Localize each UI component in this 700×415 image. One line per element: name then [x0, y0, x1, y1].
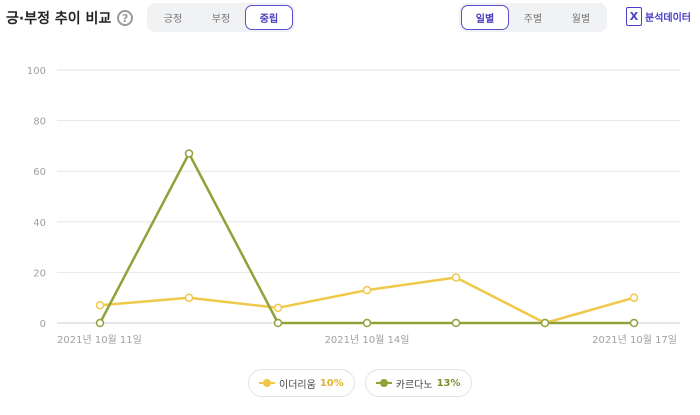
series-0-point-3	[362, 285, 372, 295]
legend-pct-cardano: 13%	[436, 377, 461, 389]
tab-monthly[interactable]: 월별	[571, 14, 591, 25]
tab-daily[interactable]: 일별	[461, 5, 509, 30]
legend-item-cardano[interactable]: 카르다노 13%	[364, 369, 472, 397]
chart-header: 긍·부정 추이 비교 ?	[6, 8, 134, 28]
y-tick-label-20: 20	[33, 268, 46, 279]
x-tick-label-1: 2021년 10월 14일	[325, 334, 410, 346]
series-1-point-0	[95, 318, 105, 328]
y-tick-label-100: 100	[27, 66, 46, 77]
help-icon[interactable]: ?	[117, 10, 134, 26]
y-tick-label-40: 40	[33, 218, 46, 229]
y-tick-label-60: 60	[33, 167, 46, 178]
legend-item-ethereum[interactable]: 이더리움 10%	[248, 369, 355, 397]
series-0-point-2	[273, 303, 283, 313]
legend-pct-ethereum: 10%	[319, 377, 344, 389]
series-1-point-6	[629, 318, 639, 328]
y-tick-label-0: 0	[40, 319, 46, 330]
legend-marker-ethereum	[259, 378, 275, 388]
series-1-point-2	[273, 318, 283, 328]
series-1-point-4	[451, 318, 461, 328]
legend-label-ethereum: 이더리움	[279, 379, 316, 391]
x-tick-label-0: 2021년 10월 11일	[57, 334, 142, 346]
series-0-point-0	[95, 301, 105, 310]
series-1-point-5	[540, 318, 550, 328]
series-line-0	[99, 276, 635, 325]
y-tick-label-80: 80	[33, 117, 46, 128]
chart-legend: 이더리움 10% 카르다노 13%	[248, 369, 472, 397]
series-0-point-1	[184, 293, 194, 302]
series-0-point-4	[451, 273, 461, 282]
tab-positive[interactable]: 긍정	[163, 14, 183, 25]
excel-icon: X	[626, 7, 642, 26]
tab-negative[interactable]: 부정	[211, 14, 231, 25]
tab-weekly[interactable]: 주별	[523, 14, 543, 25]
series-1-point-1	[184, 149, 194, 158]
legend-label-cardano: 카르다노	[395, 379, 433, 391]
legend-marker-cardano	[375, 378, 392, 388]
x-tick-label-2: 2021년 10월 17일	[592, 334, 677, 346]
trend-line-chart: 0 20 40 60 80 100 2021년 10월 11일 2021년 10월 14일 20…	[27, 66, 680, 346]
export-data-label: 분석데이터	[645, 13, 691, 24]
sentiment-tab-group: 긍정 부정 중립	[147, 3, 295, 32]
tab-neutral[interactable]: 중립	[245, 5, 293, 30]
export-data-button[interactable]: X 분석데이터	[626, 7, 691, 26]
series-0-point-6	[629, 293, 639, 302]
series-1-point-3	[362, 318, 372, 328]
page-title: 긍·부정 추이 비교	[6, 11, 112, 27]
period-tab-group: 일별 주별 월별	[459, 3, 607, 32]
